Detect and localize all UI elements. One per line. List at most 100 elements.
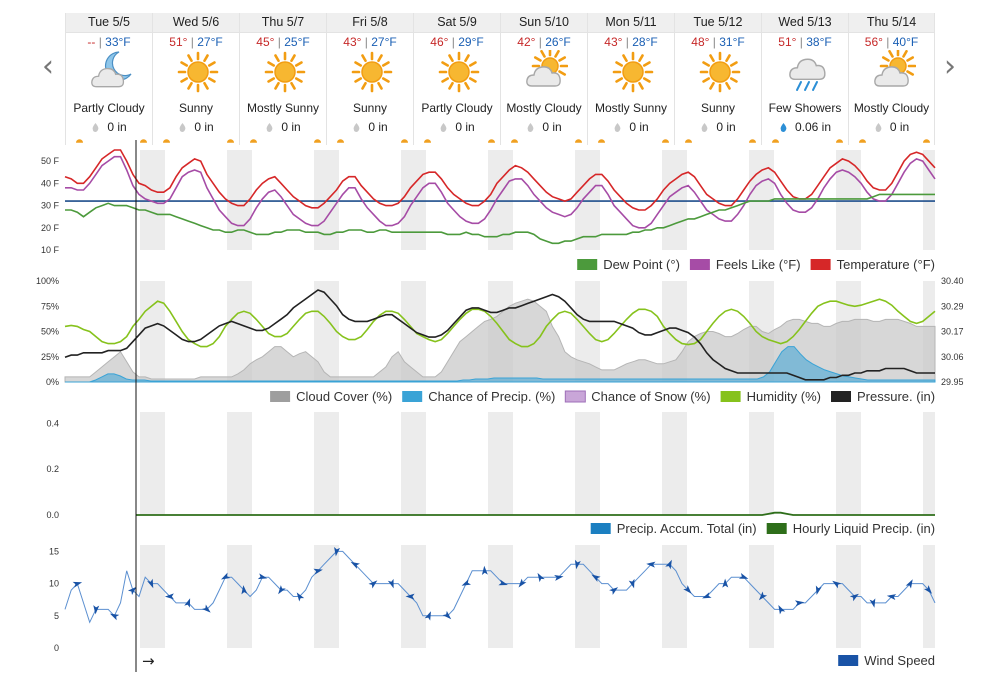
y-axis-tick-label: 40 F xyxy=(41,178,60,188)
partly-cloudy-day-icon xyxy=(526,50,568,87)
condition-text: Sunny xyxy=(178,101,214,115)
wind-direction-arrow xyxy=(886,594,897,601)
low-temp: 33°F xyxy=(105,35,131,49)
wind-direction-arrow xyxy=(591,574,601,582)
wind-direction-arrow xyxy=(334,547,341,557)
temp-separator: | xyxy=(535,35,546,49)
sunrise-icon xyxy=(250,139,257,143)
chart-legend: Pressure. (in) Humidity (%) Chance of Snow… xyxy=(270,389,935,404)
wind-direction-arrow xyxy=(127,586,137,596)
night-band xyxy=(227,281,252,382)
legend-label: Chance of Snow (%) xyxy=(591,389,710,404)
wind-direction-arrow xyxy=(683,585,692,594)
wind-direction-arrow xyxy=(278,585,286,595)
wind-direction-arrow xyxy=(905,579,913,589)
forecast-day: Thu 5/7 45° | 25°F Mostly Sunny 0 in xyxy=(239,13,326,145)
temp-separator: | xyxy=(882,35,893,49)
day-label: Thu 5/14 xyxy=(849,13,934,33)
precip-amount: 0 in xyxy=(849,120,934,134)
high-temp: 43° xyxy=(604,35,623,49)
wind-direction-arrow xyxy=(665,559,672,570)
wind-direction-arrow xyxy=(387,578,394,589)
night-band xyxy=(488,150,513,250)
sunset-icon xyxy=(836,139,843,143)
high-temp: -- xyxy=(87,35,96,49)
night-band xyxy=(662,150,687,250)
sunrise-icon xyxy=(685,139,692,143)
feels-like-line xyxy=(65,155,936,229)
sunset-icon xyxy=(401,139,408,143)
y-axis-tick-label: 0.0 xyxy=(46,510,59,520)
wind-direction-arrow xyxy=(442,610,452,620)
raindrop-icon xyxy=(179,123,186,132)
legend-label: Cloud Cover (%) xyxy=(296,389,392,404)
night-band xyxy=(575,412,600,515)
left-axis-tick-label: 50% xyxy=(41,327,59,337)
condition-text: Partly Cloudy xyxy=(73,101,145,115)
legend-label: Feels Like (°F) xyxy=(716,257,801,272)
raindrop-icon xyxy=(266,123,273,132)
sunset-icon xyxy=(140,139,147,143)
wind-direction-arrow xyxy=(702,592,712,599)
legend-swatch xyxy=(689,259,710,270)
y-axis-tick-label: 10 F xyxy=(41,245,60,255)
wind-direction-arrow xyxy=(758,591,768,601)
night-band xyxy=(314,545,339,648)
wind-direction-arrow xyxy=(241,585,248,595)
legend-swatch xyxy=(831,391,851,402)
next-period-button[interactable]: › xyxy=(944,49,956,84)
high-temp: 42° xyxy=(517,35,536,49)
precip-value: 0 in xyxy=(889,120,910,134)
legend-swatch xyxy=(270,391,291,402)
high-low-temps: 51° | 27°F xyxy=(153,35,239,50)
precip-value: 0.06 in xyxy=(794,120,832,134)
low-temp: 31°F xyxy=(719,35,745,49)
legend-swatch xyxy=(590,523,611,534)
sunrise-icon xyxy=(337,139,344,143)
temp-separator: | xyxy=(622,35,633,49)
precip-amount: 0 in xyxy=(153,120,239,134)
low-temp: 40°F xyxy=(892,35,919,49)
precip-amount: 0 in xyxy=(588,120,674,134)
forecast-day: Wed 5/13 51° | 38°F Few Showers 0.06 in xyxy=(761,13,848,145)
wind-direction-arrow xyxy=(498,579,508,586)
night-band xyxy=(401,545,426,648)
legend-label: Dew Point (°) xyxy=(603,257,680,272)
right-axis-tick-label: 29.95 xyxy=(941,377,964,387)
precip-value: 0 in xyxy=(281,120,301,134)
previous-period-button[interactable]: ‹ xyxy=(42,49,54,84)
sunny-icon xyxy=(264,51,306,93)
wind-direction-arrow xyxy=(296,592,305,602)
y-axis-tick-label: 0.2 xyxy=(46,464,59,474)
left-axis-tick-label: 100% xyxy=(36,276,59,286)
low-temp: 26°F xyxy=(545,35,571,49)
wind-direction-arrow xyxy=(518,578,527,588)
high-temp: 51° xyxy=(169,35,188,49)
high-low-temps: 51° | 38°F xyxy=(762,35,848,50)
precip-value: 0 in xyxy=(629,120,649,134)
high-low-temps: -- | 33°F xyxy=(66,35,152,50)
sunny-icon xyxy=(351,51,393,93)
precip-value: 0 in xyxy=(716,120,736,134)
dew-point-line xyxy=(65,193,935,245)
condition-text: Partly Cloudy xyxy=(421,101,493,115)
sunny-icon xyxy=(177,51,219,93)
y-axis-tick-label: 30 F xyxy=(41,201,60,211)
night-bands xyxy=(140,412,935,515)
low-temp: 27°F xyxy=(197,35,223,49)
wind-direction-arrow xyxy=(646,561,656,568)
low-temp: 38°F xyxy=(806,35,832,49)
sunset-icon xyxy=(488,139,495,143)
left-axis-tick-label: 75% xyxy=(41,301,59,311)
precip-amount: 0 in xyxy=(66,120,152,134)
wind-direction-arrow xyxy=(184,598,191,608)
night-band xyxy=(836,412,861,515)
chart-legend: Wind Speed xyxy=(838,653,935,668)
wind-direction-arrow xyxy=(424,611,431,621)
wind-direction-arrow xyxy=(164,593,174,600)
day-label: Tue 5/5 xyxy=(66,13,152,33)
condition-text: Mostly Cloudy xyxy=(506,101,582,115)
high-temp: 48° xyxy=(691,35,710,49)
night-band xyxy=(923,412,935,515)
y-axis-tick-label: 5 xyxy=(54,611,59,621)
